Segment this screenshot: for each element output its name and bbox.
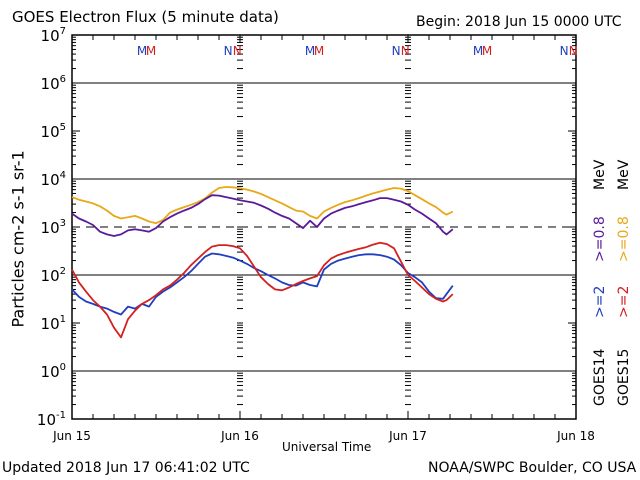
mn-marker: M bbox=[305, 44, 315, 58]
mn-marker: M bbox=[473, 44, 483, 58]
legend-unit-mev-1: MeV bbox=[592, 159, 608, 190]
y-tick-label: 102 bbox=[41, 266, 66, 285]
updated-timestamp: Updated 2018 Jun 17 06:41:02 UTC bbox=[2, 460, 250, 476]
series-line-goes14-2-mev bbox=[71, 252, 454, 316]
legend-goes15: GOES15 bbox=[616, 348, 632, 406]
legend-goes15-2mev: >=2 bbox=[616, 285, 632, 318]
legend-goes14-2mev: >=2 bbox=[592, 285, 608, 318]
mn-marker: M bbox=[482, 44, 492, 58]
y-tick-label: 106 bbox=[41, 74, 66, 93]
x-tick-label: Jun 17 bbox=[388, 429, 427, 443]
mn-marker: N bbox=[233, 44, 242, 58]
mn-marker: N bbox=[392, 44, 401, 58]
y-tick-label: 103 bbox=[41, 218, 66, 237]
begin-time: Begin: 2018 Jun 15 0000 UTC bbox=[416, 14, 622, 30]
mn-marker: N bbox=[401, 44, 410, 58]
y-axis-label: Particles cm-2 s-1 sr-1 bbox=[8, 150, 28, 328]
y-tick-label: 100 bbox=[41, 362, 66, 381]
legend-unit-mev-2: MeV bbox=[616, 159, 632, 190]
legend-goes14: GOES14 bbox=[592, 348, 608, 406]
chart-title: GOES Electron Flux (5 minute data) bbox=[12, 8, 279, 26]
y-tick-label: 105 bbox=[41, 122, 66, 141]
legend-goes15-08mev: >=0.8 bbox=[616, 216, 632, 262]
x-tick-label: Jun 18 bbox=[556, 429, 595, 443]
series-line-goes15-0-8-mev bbox=[71, 186, 454, 225]
y-tick-label: 10-1 bbox=[37, 410, 66, 429]
mn-marker: N bbox=[224, 44, 233, 58]
y-tick-label: 104 bbox=[41, 170, 66, 189]
y-tick-label: 101 bbox=[41, 314, 66, 333]
x-axis-label: Universal Time bbox=[282, 440, 372, 454]
x-tick-label: Jun 16 bbox=[220, 429, 259, 443]
mn-marker: M bbox=[146, 44, 156, 58]
mn-marker: M bbox=[314, 44, 324, 58]
mn-marker: M bbox=[137, 44, 147, 58]
mn-marker: N bbox=[569, 44, 578, 58]
series-line-goes14-0-8-mev bbox=[71, 194, 454, 237]
mn-marker: N bbox=[560, 44, 569, 58]
x-tick-label: Jun 15 bbox=[52, 429, 91, 443]
legend-goes14-08mev: >=0.8 bbox=[592, 216, 608, 262]
y-tick-label: 107 bbox=[41, 26, 66, 45]
credit-text: NOAA/SWPC Boulder, CO USA bbox=[428, 460, 637, 476]
series-line-goes15-2-mev bbox=[71, 241, 454, 339]
